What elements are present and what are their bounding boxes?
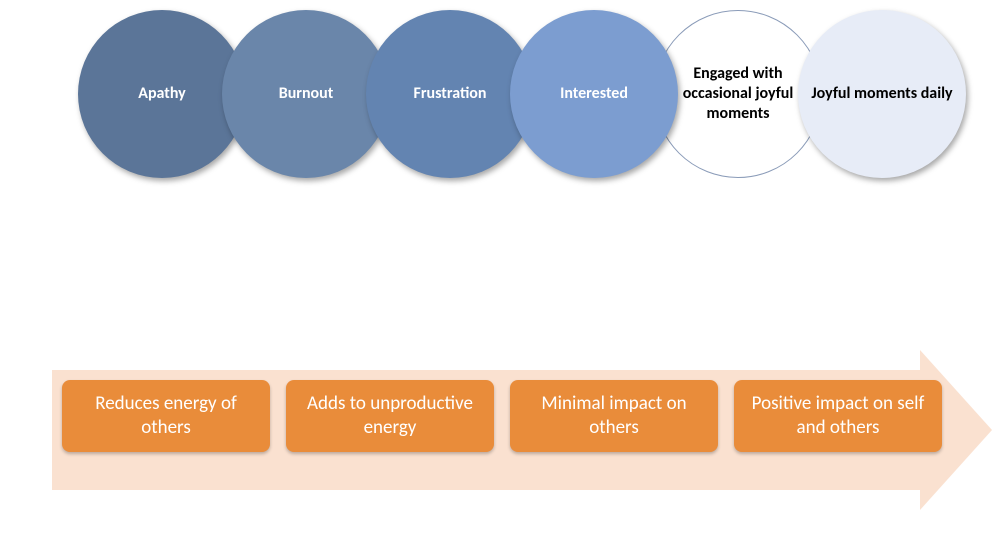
engagement-circle: Engaged with occasional joyful moments xyxy=(654,10,822,178)
engagement-circle: Apathy xyxy=(78,10,246,178)
impact-box-label: Adds to unproductive energy xyxy=(296,392,484,440)
engagement-circle: Interested xyxy=(510,10,678,178)
impact-box: Adds to unproductive energy xyxy=(286,380,494,452)
impact-box-label: Positive impact on self and others xyxy=(744,392,932,440)
impact-boxes-row: Reduces energy of others Adds to unproduc… xyxy=(62,380,942,452)
circle-label: Apathy xyxy=(138,84,185,104)
impact-box: Reduces energy of others xyxy=(62,380,270,452)
impact-box: Minimal impact on others xyxy=(510,380,718,452)
engagement-circle: Frustration xyxy=(366,10,534,178)
circle-label: Burnout xyxy=(279,84,334,104)
engagement-circle: Burnout xyxy=(222,10,390,178)
engagement-circles-row: Apathy Burnout Frustration Interested Engage… xyxy=(78,10,978,190)
circle-label: Joyful moments daily xyxy=(811,84,952,104)
impact-box-label: Minimal impact on others xyxy=(520,392,708,440)
circle-label: Engaged with occasional joyful moments xyxy=(663,64,813,124)
engagement-circle: Joyful moments daily xyxy=(798,10,966,178)
circle-label: Interested xyxy=(560,84,628,104)
impact-box-label: Reduces energy of others xyxy=(72,392,260,440)
circle-label: Frustration xyxy=(413,84,486,104)
impact-box: Positive impact on self and others xyxy=(734,380,942,452)
